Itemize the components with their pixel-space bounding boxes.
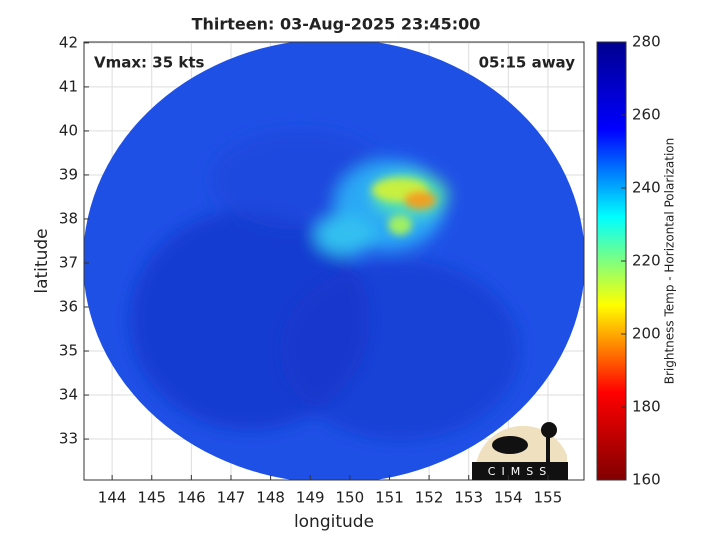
colorbar-tick-label: 240 xyxy=(632,179,661,197)
x-tick-label: 149 xyxy=(296,489,325,507)
plot-frame xyxy=(83,41,585,481)
x-tick-label: 155 xyxy=(534,489,563,507)
colorbar-tick-label: 280 xyxy=(632,33,661,51)
x-tick-label: 151 xyxy=(375,489,404,507)
colorbar-tick-label: 200 xyxy=(632,325,661,343)
logo-text: CIMSS xyxy=(488,465,552,478)
annotation: Vmax: 35 kts xyxy=(94,54,204,72)
colorbar-tick-label: 260 xyxy=(632,106,661,124)
y-tick-label: 40 xyxy=(59,121,78,139)
x-tick-label: 153 xyxy=(454,489,483,507)
chart-title: Thirteen: 03-Aug-2025 23:45:00 xyxy=(192,15,481,34)
satellite-image xyxy=(84,42,584,480)
y-tick-label: 42 xyxy=(59,33,78,51)
y-tick-label: 41 xyxy=(59,77,78,95)
x-axis-label: longitude xyxy=(294,512,374,532)
y-axis-label: latitude xyxy=(32,228,52,293)
x-tick-label: 145 xyxy=(137,489,166,507)
y-tick-label: 37 xyxy=(59,253,78,271)
y-tick-label: 35 xyxy=(59,342,78,360)
y-tick-label: 33 xyxy=(59,430,78,448)
y-tick-label: 36 xyxy=(59,298,78,316)
x-tick-label: 146 xyxy=(177,489,206,507)
logo: CIMSS xyxy=(472,422,568,480)
colorbar-tick-label: 220 xyxy=(632,252,661,270)
x-tick-label: 150 xyxy=(336,489,365,507)
colorbar-label: Brightness Temp - Horizontal Polarizatio… xyxy=(663,138,677,385)
colorbar-tick-label: 160 xyxy=(632,471,661,489)
x-tick-label: 148 xyxy=(256,489,285,507)
y-tick-label: 39 xyxy=(59,165,78,183)
y-tick-label: 38 xyxy=(59,209,78,227)
annotation: 05:15 away xyxy=(479,54,576,72)
colorbar-tick-label: 180 xyxy=(632,398,661,416)
x-tick-label: 147 xyxy=(217,489,246,507)
x-tick-label: 154 xyxy=(494,489,523,507)
x-tick-label: 144 xyxy=(98,489,127,507)
y-tick-label: 34 xyxy=(59,386,78,404)
x-tick-label: 152 xyxy=(415,489,444,507)
